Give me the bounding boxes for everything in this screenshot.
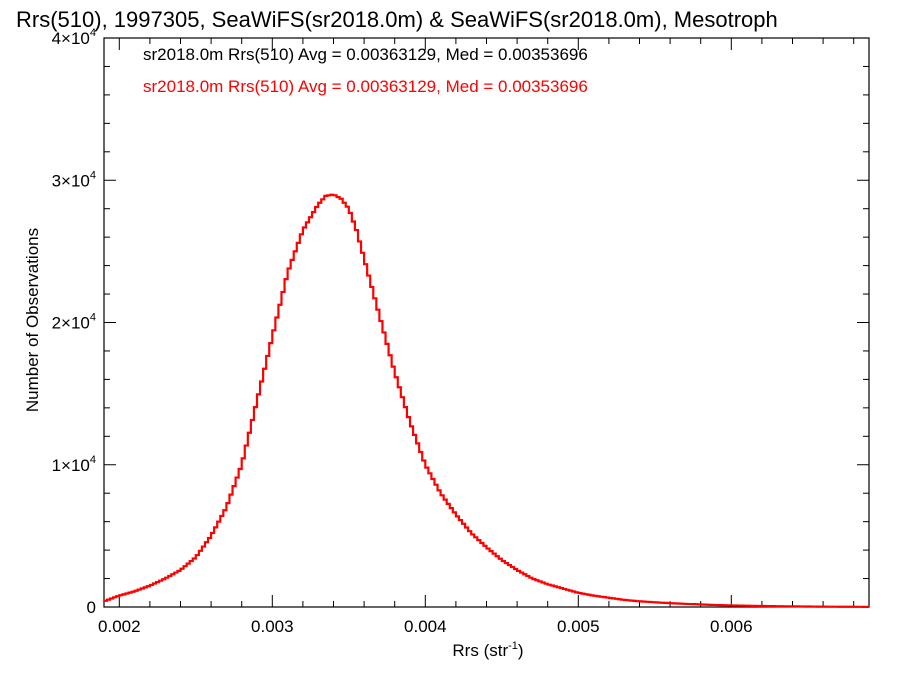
axis-tick-labels: 0.002 0.003 0.004 0.005 0.006 0 1×104 2×104 3×10… — [52, 27, 753, 636]
y-tick-label: 3×104 — [52, 169, 96, 190]
y-tick-label: 4×104 — [52, 27, 96, 48]
axis-ticks — [104, 37, 869, 608]
x-tick-label: 0.006 — [710, 617, 753, 636]
x-tick-label: 0.003 — [251, 617, 294, 636]
legend-entry-black: sr2018.0m Rrs(510) Avg = 0.00363129, Med… — [143, 45, 588, 64]
legend-entry-red: sr2018.0m Rrs(510) Avg = 0.00363129, Med… — [143, 77, 588, 96]
chart-title: Rrs(510), 1997305, SeaWiFS(sr2018.0m) & … — [16, 7, 778, 32]
x-tick-label: 0.002 — [98, 617, 141, 636]
y-tick-label: 0 — [87, 598, 96, 617]
x-axis-label: Rrs (str-1) — [452, 640, 523, 660]
x-tick-label: 0.004 — [404, 617, 447, 636]
y-tick-label: 2×104 — [52, 312, 96, 333]
y-tick-label: 1×104 — [52, 454, 96, 475]
x-axis-label-main: Rrs (str — [452, 641, 508, 660]
y-axis-label: Number of Observations — [23, 228, 42, 412]
x-tick-label: 0.005 — [557, 617, 600, 636]
histogram-series — [104, 193, 869, 608]
x-axis-label-suffix: ) — [518, 641, 524, 660]
x-axis-label-superscript: -1 — [508, 640, 518, 652]
